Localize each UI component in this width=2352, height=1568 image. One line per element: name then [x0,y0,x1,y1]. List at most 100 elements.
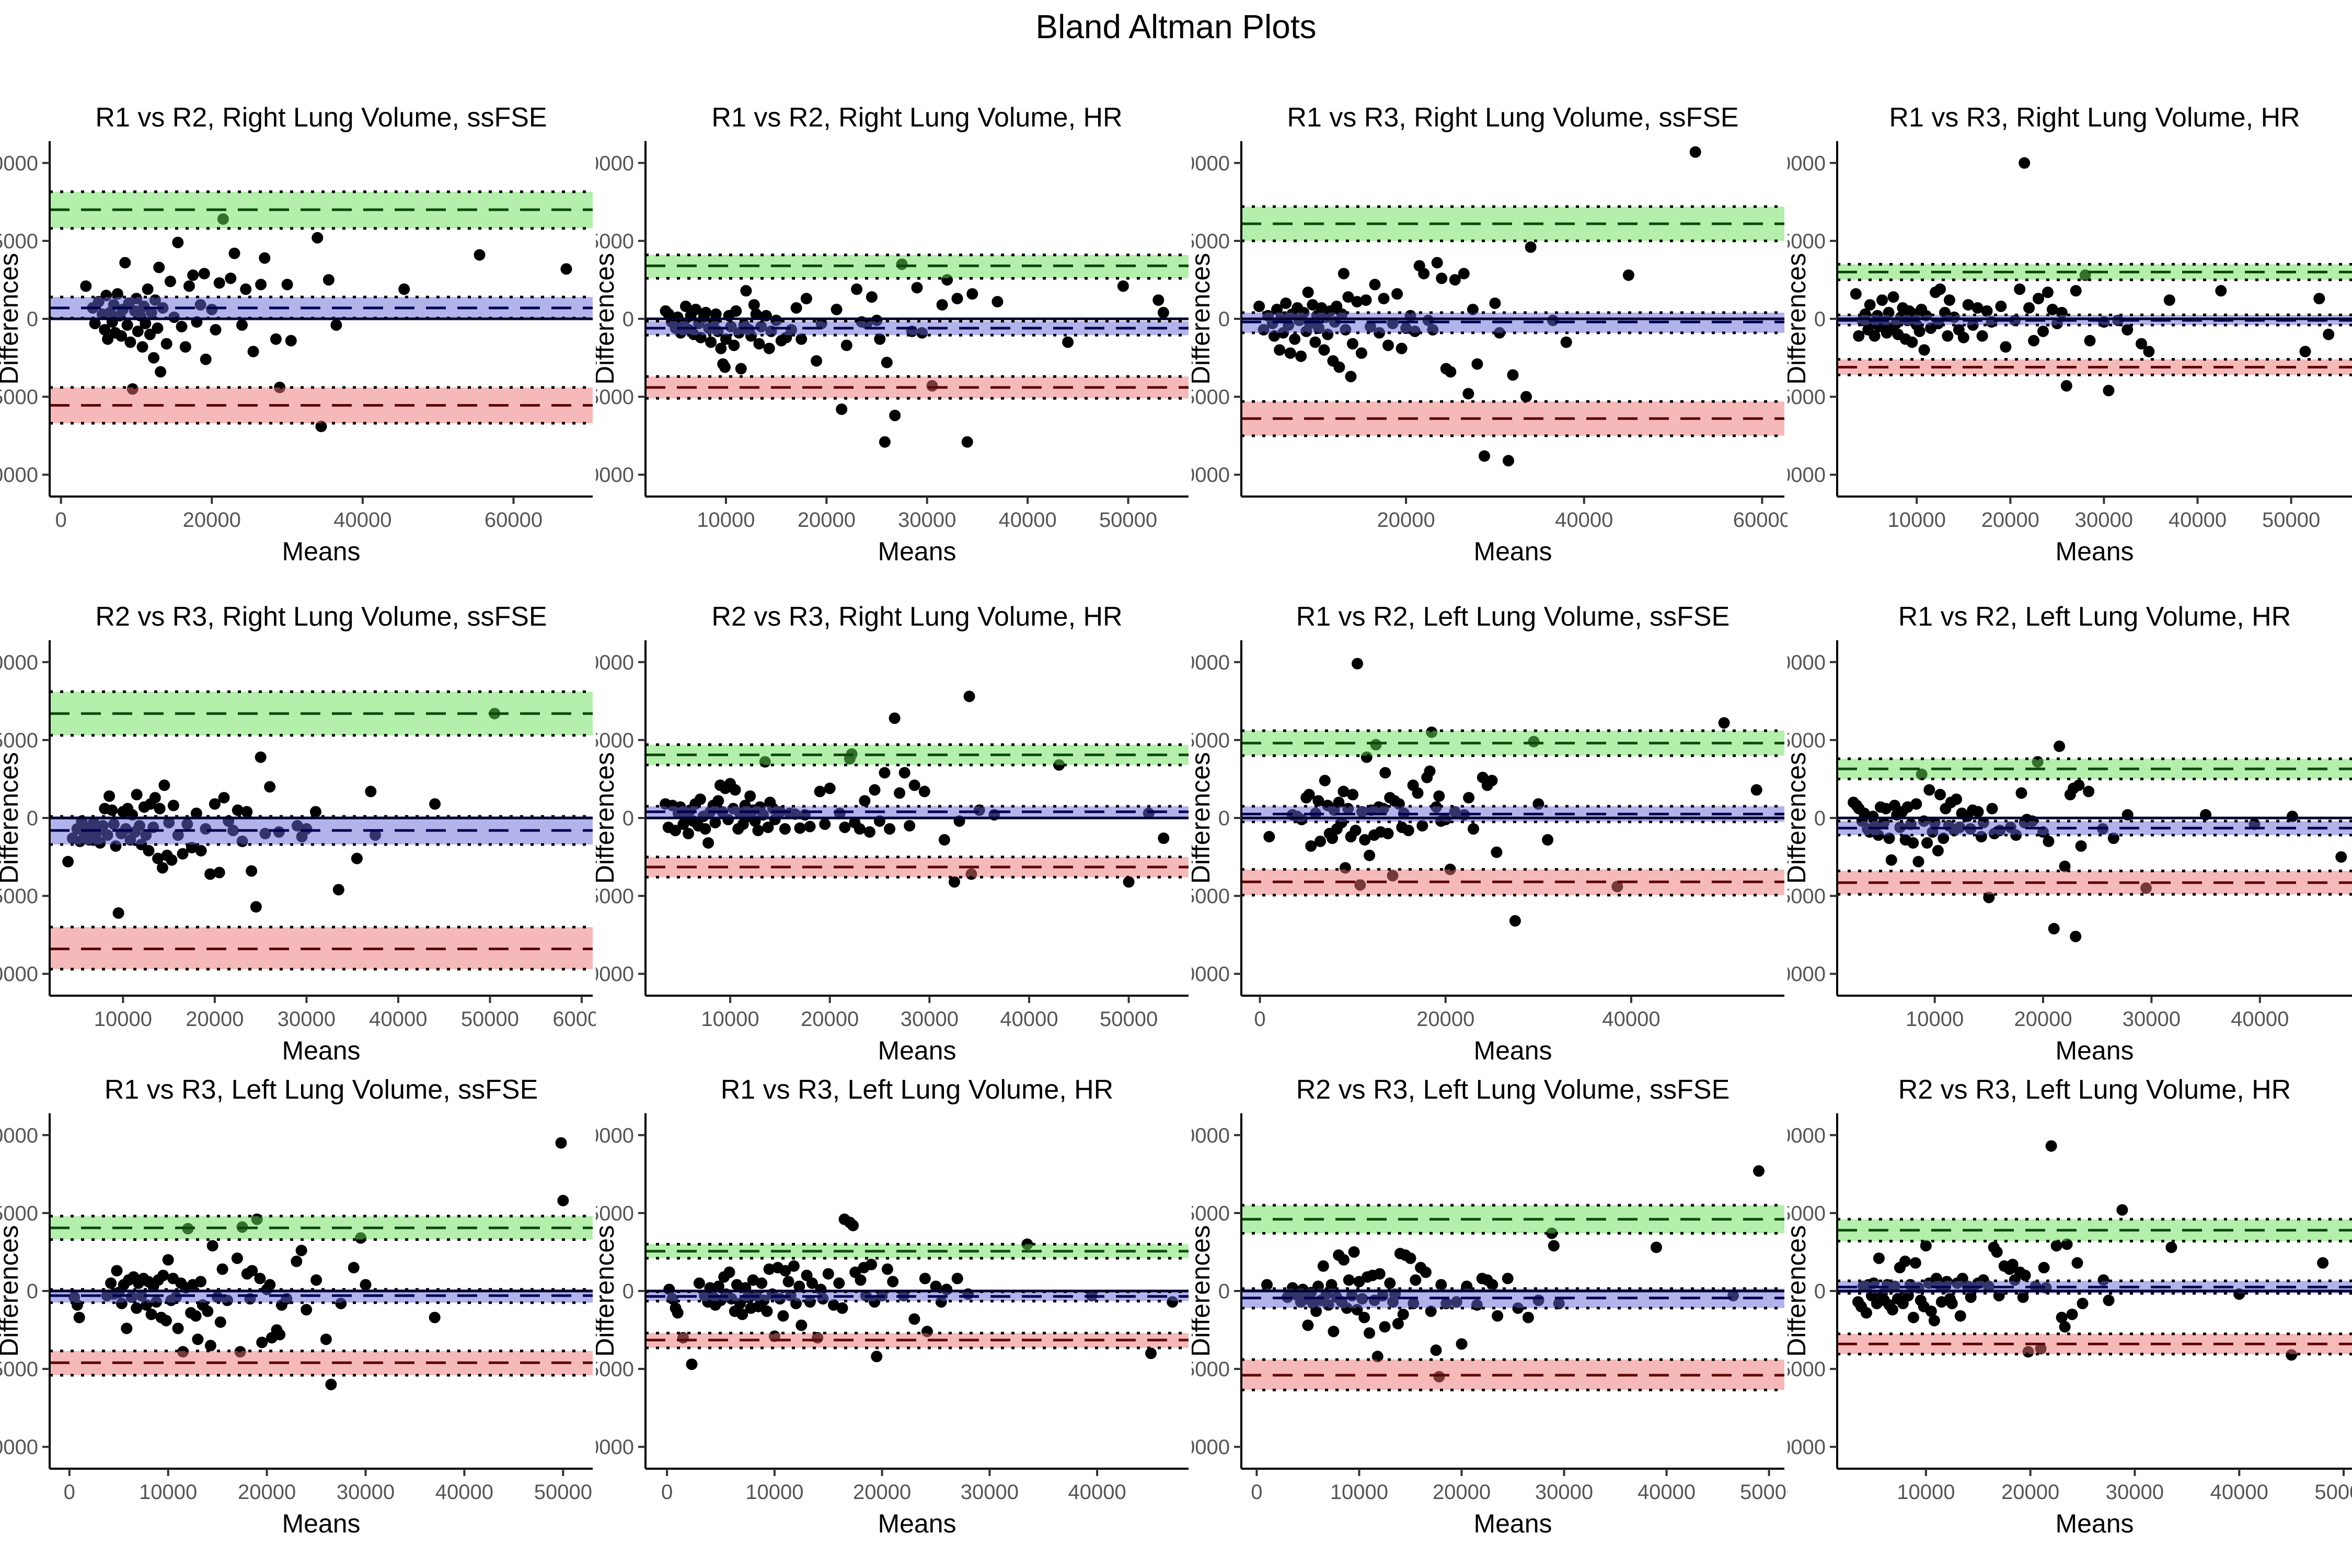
data-point [2077,1297,2089,1309]
data-point [1319,775,1331,787]
data-point [1431,257,1443,269]
data-point [1888,800,1900,812]
data-point [1901,801,1913,813]
data-point [1302,286,1314,298]
data-point [1885,854,1897,866]
subplot-canvas: -10000 -5000 0 5000 10000 10000 20000 30000 4000… [0,602,596,1065]
subplot-title: R2 vs R3, Right Lung Volume, ssFSE [95,602,547,632]
data-point [152,322,164,334]
data-point [2037,325,2049,337]
data-point [723,1266,735,1278]
x-tick-label: 10000 [745,1481,803,1504]
subplot-canvas: -10000 -5000 0 5000 10000 0 20000 40000 60000 R1 … [0,102,593,566]
x-tick-label: 10000 [697,509,755,532]
data-point [705,336,717,348]
data-point [1302,1319,1314,1331]
data-point [793,1281,805,1293]
data-point [555,1137,567,1149]
data-point [99,324,111,336]
data-point [1289,333,1301,345]
data-point [89,317,101,329]
data-point [1907,837,1919,849]
data-point [301,1304,313,1316]
data-point [210,324,222,336]
data-point [1355,347,1367,359]
data-point [474,249,486,261]
data-point [2045,1140,2057,1152]
data-point [398,283,410,295]
data-point [142,283,154,295]
data-point [2000,341,2012,353]
data-point [2335,851,2347,863]
y-tick-label: -5000 [1788,386,1826,409]
subplot-title: R2 vs R3, Right Lung Volume, HR [711,602,1122,632]
data-point [2083,786,2095,798]
x-tick-label: 30000 [2075,509,2133,532]
data-point [836,1302,848,1314]
data-point [1379,1321,1391,1333]
data-point [1921,837,1933,849]
data-point [246,1265,258,1277]
data-point [938,834,950,846]
data-point [702,837,714,849]
y-tick-label: -10000 [1788,963,1826,986]
y-tick-label: -5000 [1192,1358,1230,1381]
data-point [1274,344,1286,356]
subplot-canvas: -10000 -5000 0 5000 10000 0 20000 40000 R1 vs R2… [1192,602,1784,1065]
subplot-canvas: -10000 -5000 0 5000 10000 10000 20000 30000 4000… [1788,1075,2352,1538]
data-point [320,1333,332,1345]
data-point [213,277,225,289]
data-point [1972,806,1984,818]
data-point [204,868,216,880]
data-point [172,1322,184,1334]
data-point [1928,1315,1940,1327]
x-tick-label: 20000 [1981,509,2039,532]
y-tick-label: 0 [1218,807,1230,830]
data-point [2070,285,2082,297]
data-point [1458,268,1470,280]
data-point [310,806,321,818]
y-axis-label: Differences [1192,1225,1215,1357]
data-point [2066,1308,2078,1320]
data-point [2019,1270,2031,1282]
data-point [2143,345,2155,358]
data-point [1360,294,1372,306]
data-point [1907,1311,1919,1323]
y-tick-label: 5000 [1788,1202,1826,1225]
data-point [836,403,848,415]
x-axis-label: Means [878,1509,956,1538]
data-point [103,790,116,802]
y-tick-label: -5000 [0,386,38,409]
data-point [1382,827,1394,839]
x-tick-label: 40000 [1555,509,1613,532]
data-point [1858,808,1870,820]
bland-altman-subplot: -10000 -5000 0 5000 10000 0 20000 40000 60000 R1 … [0,99,596,596]
data-point [1991,1246,2003,1258]
data-point [155,366,167,378]
data-point [777,1310,789,1322]
data-point [1456,1338,1468,1350]
data-point [680,301,691,313]
data-point [106,804,118,816]
data-point [1913,325,1926,337]
data-point [1542,834,1554,846]
data-point [1358,1311,1370,1323]
y-tick-label: 10000 [1788,152,1826,175]
subplot-title: R1 vs R2, Left Lung Volume, HR [1898,602,2291,632]
data-point [1404,1252,1416,1264]
data-point [1346,338,1358,350]
data-point [1364,849,1376,861]
data-point [2073,779,2085,791]
bland-altman-subplot: -10000 -5000 0 5000 10000 0 10000 20000 30000 400… [1192,1071,1788,1568]
data-point [811,355,823,367]
x-axis-label: Means [282,1509,360,1538]
x-tick-label: 40000 [2169,509,2227,532]
data-point [1347,789,1359,801]
data-point [1560,336,1572,348]
subplot-canvas: -10000 -5000 0 5000 10000 0 10000 20000 30000 400… [596,1075,1189,1538]
data-point [1750,784,1762,796]
y-tick-label: 0 [27,1280,38,1303]
data-point [1342,291,1354,303]
x-tick-label: 50000 [2314,1481,2352,1504]
y-tick-label: 5000 [1192,1202,1230,1225]
